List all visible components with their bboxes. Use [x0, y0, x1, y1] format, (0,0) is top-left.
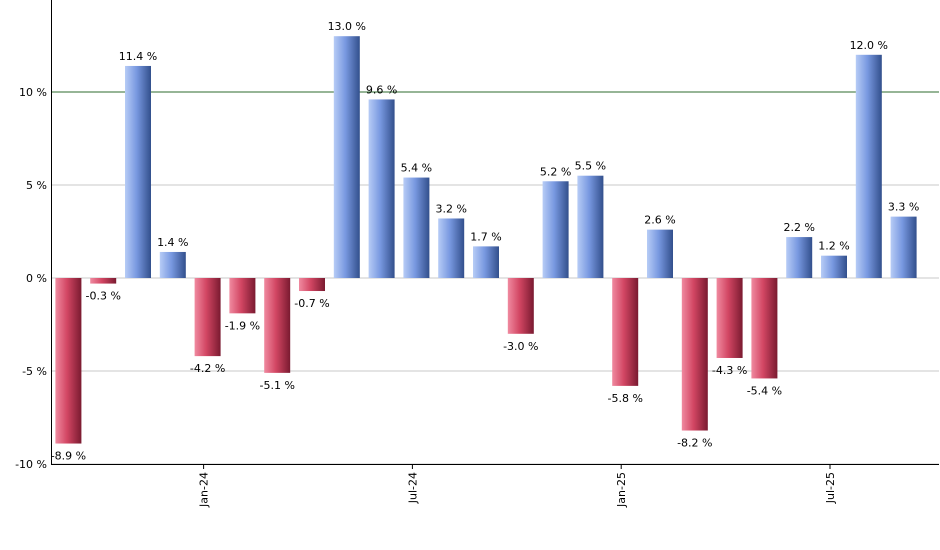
- data-label: 3.2 %: [435, 202, 466, 215]
- bars: [55, 36, 917, 444]
- bar-negative: [681, 278, 708, 431]
- data-label: 2.6 %: [644, 214, 675, 227]
- data-label: -4.2 %: [190, 362, 225, 375]
- data-label: 2.2 %: [783, 221, 814, 234]
- bar-positive: [403, 177, 430, 278]
- bar-negative: [612, 278, 639, 386]
- x-tick-label: Jul-25: [824, 472, 837, 504]
- bar-negative: [194, 278, 221, 357]
- bar-negative: [507, 278, 534, 334]
- bar-negative: [90, 278, 117, 284]
- data-label: -8.9 %: [51, 450, 86, 463]
- y-tick-label: -5 %: [22, 365, 47, 378]
- bar-positive: [438, 218, 465, 278]
- data-label: 1.4 %: [157, 236, 188, 249]
- bar-positive: [368, 99, 395, 278]
- data-label: 9.6 %: [366, 83, 397, 96]
- bar-positive: [577, 175, 604, 278]
- x-tick-label: Jul-24: [406, 472, 419, 504]
- y-tick-label: 5 %: [26, 179, 47, 192]
- y-tick-label: -10 %: [15, 458, 47, 471]
- bar-negative: [55, 278, 82, 444]
- data-label: 1.2 %: [818, 240, 849, 253]
- data-label: -1.9 %: [225, 319, 260, 332]
- x-tick-label: Jan-25: [615, 472, 628, 508]
- data-label: -5.1 %: [259, 379, 294, 392]
- bar-positive: [786, 237, 813, 278]
- data-label: -3.0 %: [503, 340, 538, 353]
- data-label: 1.7 %: [470, 230, 501, 243]
- data-label: 5.5 %: [575, 160, 606, 173]
- bar-negative: [716, 278, 743, 358]
- data-label: -5.4 %: [747, 384, 782, 397]
- bar-positive: [647, 229, 673, 278]
- data-label: 5.2 %: [540, 165, 571, 178]
- bar-negative: [229, 278, 256, 314]
- bar-positive: [821, 255, 847, 278]
- data-label: -0.7 %: [294, 297, 329, 310]
- y-tick-label: 0 %: [26, 272, 47, 285]
- bar-positive: [125, 65, 151, 279]
- data-label: 12.0 %: [850, 39, 888, 52]
- data-label: -4.3 %: [712, 364, 747, 377]
- data-label: -5.8 %: [607, 392, 642, 405]
- data-label: -8.2 %: [677, 437, 712, 450]
- data-label: 3.3 %: [888, 201, 919, 214]
- bar-positive: [473, 246, 499, 278]
- data-label: 11.4 %: [119, 50, 157, 63]
- data-label: -0.3 %: [85, 290, 120, 303]
- bar-positive: [159, 251, 186, 278]
- data-label: 5.4 %: [401, 162, 432, 175]
- bar-negative: [751, 278, 778, 379]
- bar-positive: [333, 36, 360, 279]
- bar-positive: [855, 54, 882, 278]
- data-labels: -8.9 % -0.3 % 11.4 % 1.4 % -4.2 % -1.9 % -5.1 …: [51, 20, 920, 462]
- y-tick-label: 10 %: [19, 86, 47, 99]
- bar-negative: [299, 278, 325, 292]
- bar-positive: [542, 181, 569, 278]
- data-label: 13.0 %: [328, 20, 366, 33]
- x-tick-label: Jan-24: [198, 472, 211, 508]
- bar-negative: [264, 278, 291, 373]
- bar-positive: [890, 216, 917, 278]
- axes: -10 % -5 % 0 % 5 % 10 % Jan-24 Jul-24 Jan-25 Jul…: [15, 0, 939, 508]
